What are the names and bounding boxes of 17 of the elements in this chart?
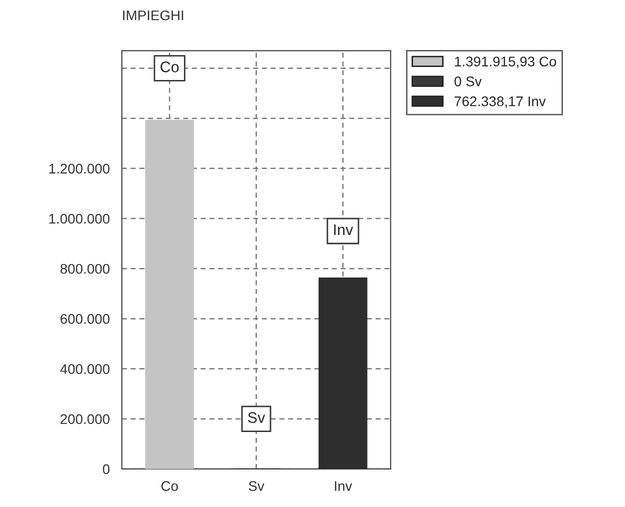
y-tick-label: 0 bbox=[102, 464, 110, 474]
legend-label: 1.391.915,93 Co bbox=[455, 56, 556, 68]
x-tick-label: Sv bbox=[248, 481, 264, 491]
y-tick-label: 1.200.000 bbox=[49, 164, 110, 174]
legend-label: 0 Sv bbox=[454, 76, 482, 86]
legend-label: 762.338,17 Inv bbox=[454, 96, 546, 108]
annotation: Inv bbox=[334, 224, 354, 235]
y-tick-label: 1.000.000 bbox=[49, 214, 110, 224]
y-tick-label: 400.000 bbox=[60, 364, 110, 374]
chart-title: IMPIEGHI bbox=[123, 10, 184, 20]
annotation: Sv bbox=[248, 412, 266, 423]
annotation: Co bbox=[160, 62, 179, 72]
x-tick-label: Co bbox=[161, 481, 178, 491]
y-tick-label: 800.000 bbox=[60, 264, 110, 274]
y-tick-label: 200.000 bbox=[60, 414, 110, 424]
x-tick-label: Inv bbox=[334, 481, 352, 491]
y-tick-label: 600.000 bbox=[60, 314, 110, 324]
